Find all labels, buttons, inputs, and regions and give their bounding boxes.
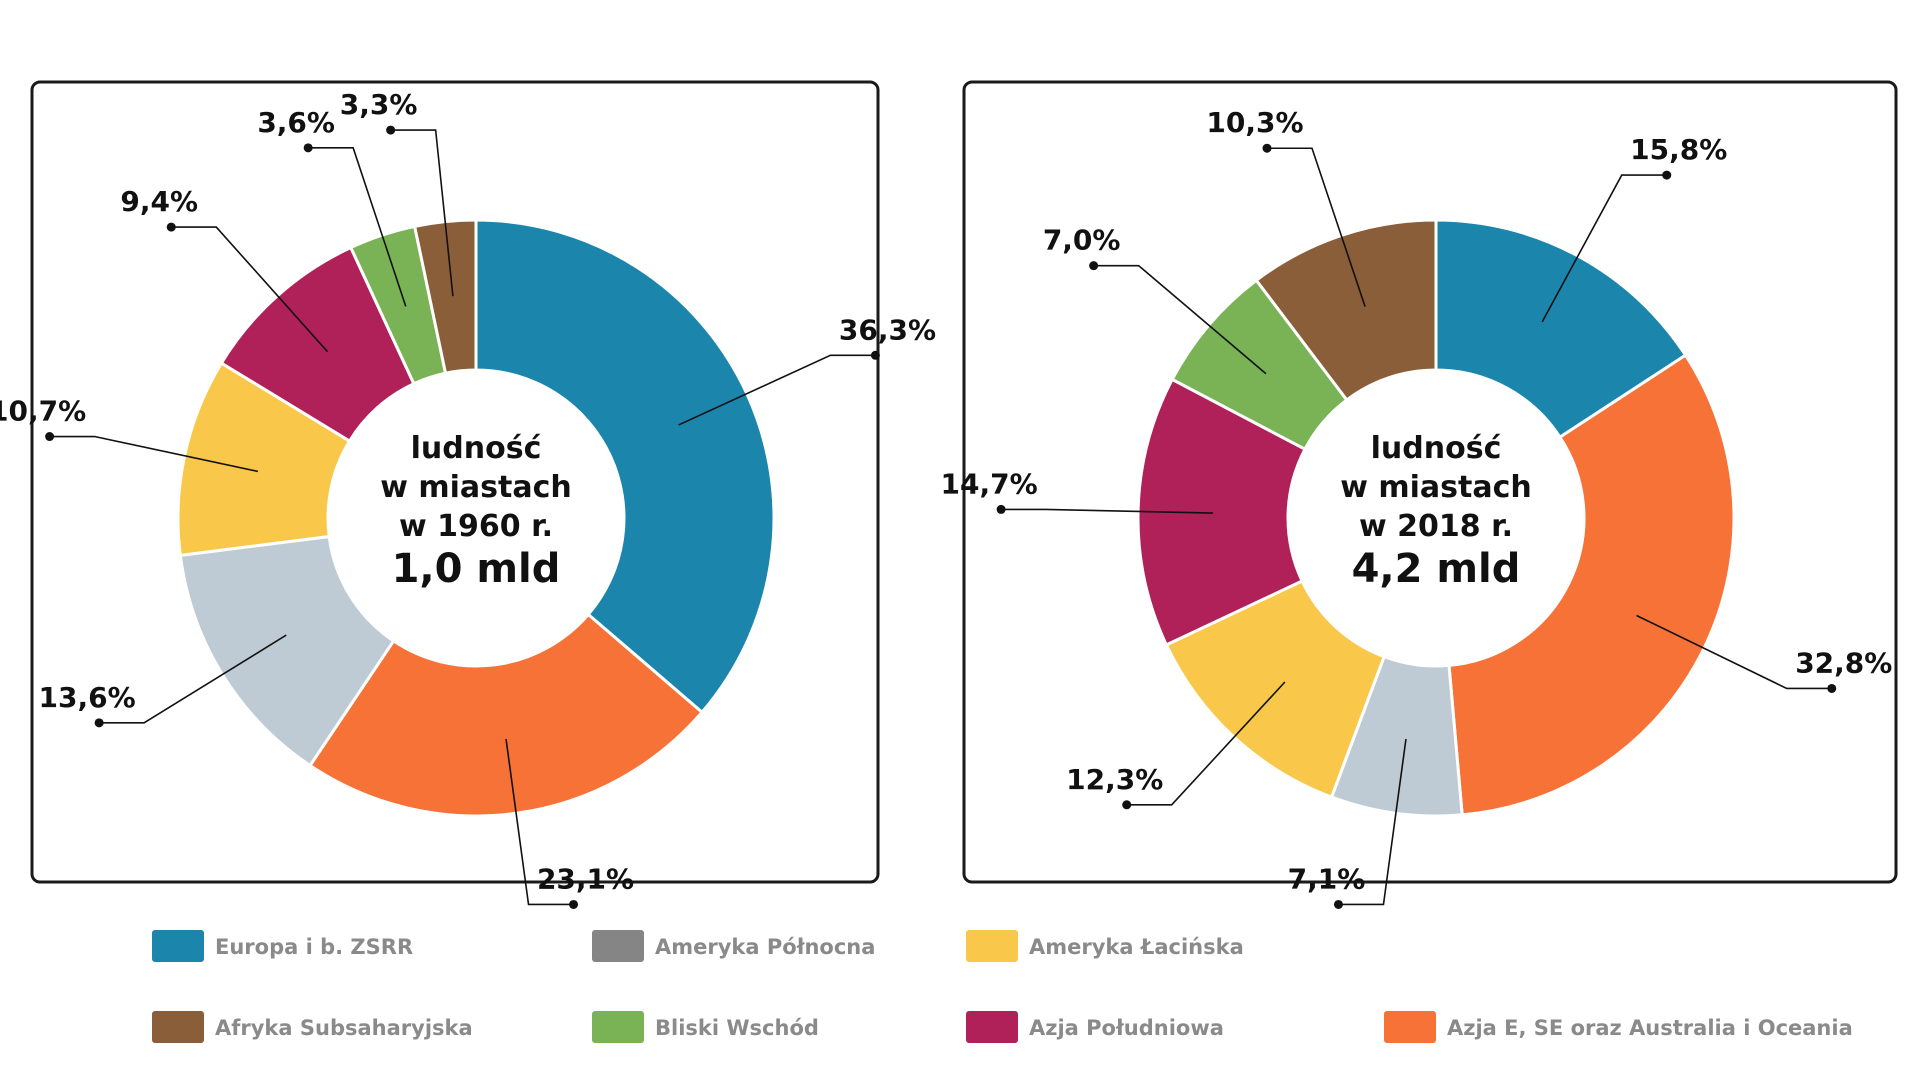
slice-2018-ameryka-lacinska — [1164, 579, 1387, 800]
leader-dot-1960-europa-i-b-zsrr — [870, 350, 880, 360]
leader-dot-2018-azja-e-se-oraz-australia-i-oceania — [1827, 683, 1837, 693]
leader-dot-1960-afryka-subsaharyjska — [386, 125, 396, 135]
leader-line-2018-azja-e-se-oraz-australia-i-oceania — [1636, 614, 1832, 690]
legend-label-ameryka-lacinska: Ameryka Łacińska — [1029, 935, 1244, 959]
leader-dot-1960-ameryka-polnocna — [94, 718, 104, 728]
slice-2018-azja-e-se-oraz-australia-i-oceania — [1447, 353, 1736, 817]
legend-label-azja-e-se-oraz-australia-i-oceania: Azja E, SE oraz Australia i Oceania — [1447, 1016, 1853, 1040]
legend-swatch-ameryka-lacinska — [966, 930, 1018, 962]
data-label-2018-afryka-subsaharyjska: 10,3% — [1206, 106, 1303, 139]
legend-swatch-europa-i-b-zsrr — [152, 930, 204, 962]
center-title-1960-line-1: ludność — [411, 431, 542, 466]
leader-line-1960-europa-i-b-zsrr — [678, 354, 876, 426]
leader-dot-1960-ameryka-lacinska — [45, 432, 55, 442]
leader-dot-1960-azja-e-se-oraz-australia-i-oceania — [569, 899, 579, 909]
center-title-2018-line-1: ludność — [1371, 431, 1502, 466]
donut-1960: 36,3% 23,1% 13,6% 10,7% 9,4% 3,6%3,3% ludność w… — [0, 88, 936, 909]
slice-1960-ameryka-polnocna — [178, 534, 396, 768]
legend-swatch-ameryka-polnocna — [592, 930, 644, 962]
legend-swatch-afryka-subsaharyjska — [152, 1011, 204, 1043]
leader-dot-2018-azja-poludniowa — [996, 504, 1006, 514]
donut-2018: 15,8% 32,8% 7,1% 12,3% 14,7% 7,0% 10,3% ludność… — [941, 106, 1892, 909]
slice-1960-azja-e-se-oraz-australia-i-oceania — [307, 612, 705, 818]
leader-dot-1960-bliski-wschod — [303, 143, 313, 153]
center-total-1960: 1,0 mld — [392, 546, 561, 592]
legend-label-europa-i-b-zsrr: Europa i b. ZSRR — [215, 935, 413, 959]
center-title-1960-line-3: w 1960 r. — [399, 509, 553, 544]
slice-1960-afryka-subsaharyjska — [412, 218, 478, 375]
data-label-1960-ameryka-polnocna: 13,6% — [39, 681, 136, 714]
data-label-1960-azja-e-se-oraz-australia-i-oceania: 23,1% — [537, 862, 634, 895]
leader-dot-2018-bliski-wschod — [1089, 261, 1099, 271]
leader-dot-1960-azja-poludniowa — [166, 222, 176, 232]
data-label-1960-azja-poludniowa: 9,4% — [120, 185, 198, 218]
legend-label-afryka-subsaharyjska: Afryka Subsaharyjska — [215, 1016, 473, 1040]
data-label-1960-europa-i-b-zsrr: 36,3% — [839, 313, 936, 346]
slice-2018-afryka-subsaharyjska — [1254, 218, 1438, 403]
center-title-2018-line-2: w miastach — [1340, 470, 1532, 505]
leader-line-2018-afryka-subsaharyjska — [1266, 147, 1366, 307]
legend: Europa i b. ZSRR Ameryka Północna Ameryka … — [152, 930, 1853, 1043]
data-label-2018-azja-poludniowa: 14,7% — [941, 467, 1038, 500]
legend-label-bliski-wschod: Bliski Wschód — [655, 1016, 819, 1040]
leader-line-2018-ameryka-polnocna — [1338, 738, 1407, 906]
slice-2018-azja-poludniowa — [1136, 377, 1308, 647]
slice-2018-europa-i-b-zsrr — [1434, 218, 1688, 440]
leader-line-1960-afryka-subsaharyjska — [390, 129, 454, 297]
leader-dot-2018-europa-i-b-zsrr — [1662, 170, 1672, 180]
leader-line-1960-bliski-wschod — [308, 147, 407, 307]
data-label-1960-ameryka-lacinska: 10,7% — [0, 395, 86, 428]
leader-line-2018-europa-i-b-zsrr — [1541, 174, 1667, 323]
data-label-2018-ameryka-lacinska: 12,3% — [1066, 763, 1163, 796]
data-label-2018-europa-i-b-zsrr: 15,8% — [1630, 133, 1727, 166]
data-label-1960-afryka-subsaharyjska: 3,3% — [340, 88, 418, 121]
center-title-2018-line-3: w 2018 r. — [1359, 509, 1513, 544]
legend-swatch-azja-e-se-oraz-australia-i-oceania — [1384, 1011, 1436, 1043]
data-label-2018-ameryka-polnocna: 7,1% — [1288, 862, 1366, 895]
data-label-2018-bliski-wschod: 7,0% — [1043, 224, 1121, 257]
leader-dot-2018-ameryka-polnocna — [1333, 899, 1343, 909]
leader-line-2018-ameryka-lacinska — [1126, 681, 1286, 806]
leader-dot-2018-ameryka-lacinska — [1122, 800, 1132, 810]
leader-line-1960-ameryka-polnocna — [99, 634, 287, 724]
leader-line-1960-azja-poludniowa — [171, 226, 329, 353]
leader-line-1960-azja-e-se-oraz-australia-i-oceania — [505, 738, 574, 906]
data-label-1960-bliski-wschod: 3,6% — [257, 106, 335, 139]
leader-dot-2018-afryka-subsaharyjska — [1262, 143, 1272, 153]
leader-line-2018-bliski-wschod — [1093, 264, 1267, 375]
legend-label-ameryka-polnocna: Ameryka Północna — [655, 935, 875, 959]
leader-line-2018-azja-poludniowa — [1001, 508, 1214, 514]
leader-line-1960-ameryka-lacinska — [49, 435, 259, 473]
center-total-2018: 4,2 mld — [1352, 546, 1521, 592]
legend-swatch-bliski-wschod — [592, 1011, 644, 1043]
slice-1960-europa-i-b-zsrr — [474, 218, 776, 715]
center-title-1960-line-2: w miastach — [380, 470, 572, 505]
legend-label-azja-poludniowa: Azja Południowa — [1029, 1016, 1224, 1040]
legend-swatch-azja-poludniowa — [966, 1011, 1018, 1043]
data-label-2018-azja-e-se-oraz-australia-i-oceania: 32,8% — [1795, 646, 1892, 679]
